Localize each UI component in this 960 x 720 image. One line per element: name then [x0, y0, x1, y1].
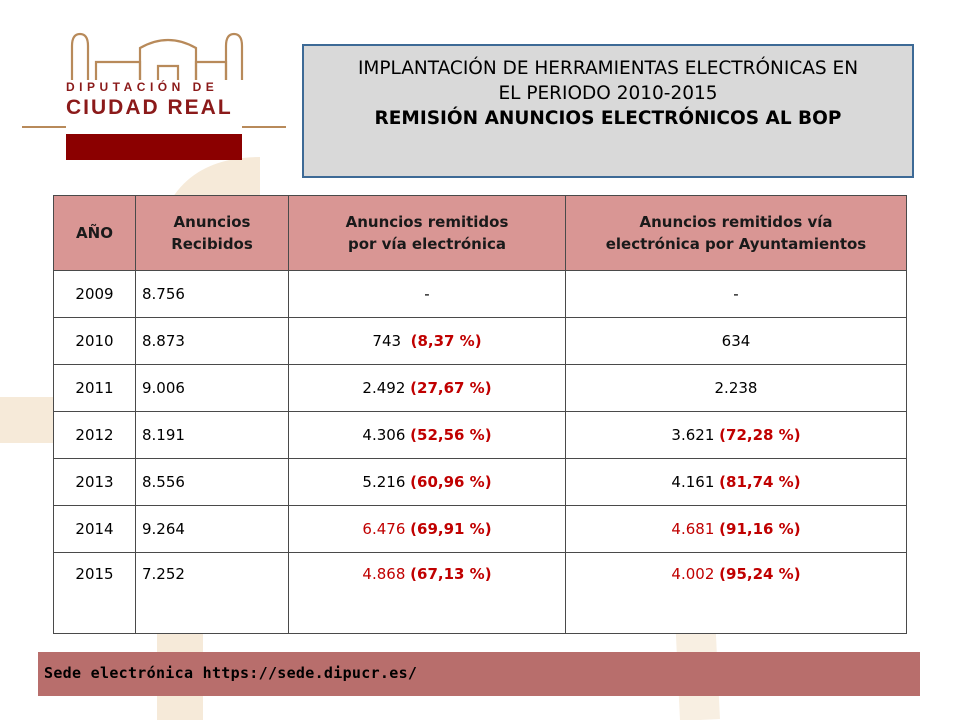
cell-received: 8.756 — [135, 270, 289, 318]
cell-year: 2015 — [53, 552, 136, 634]
ayt-percent: (91,16 %) — [719, 520, 801, 538]
cell-year: 2010 — [53, 317, 136, 365]
header-ayuntamientos-line2: electrónica por Ayuntamientos — [605, 235, 867, 253]
header-remitted: Anuncios remitidos por vía electrónica — [288, 195, 566, 271]
header-year-label: AÑO — [76, 224, 113, 242]
header-remitted-line2: por vía electrónica — [347, 235, 506, 253]
cell-ayuntamientos: 634 — [565, 317, 907, 365]
cell-remitted: 6.476 (69,91 %) — [288, 505, 566, 553]
header-received: Anuncios Recibidos — [135, 195, 289, 271]
cell-year: 2014 — [53, 505, 136, 553]
cell-remitted: 2.492 (27,67 %) — [288, 364, 566, 412]
table-row: 2011 9.006 2.492 (27,67 %) 2.238 — [53, 364, 907, 412]
logo-rule-left — [22, 126, 66, 128]
cell-ayuntamientos: 4.161 (81,74 %) — [565, 458, 907, 506]
remitted-number: 743 — [372, 332, 402, 350]
table-row: 2015 7.252 4.868 (67,13 %) 4.002 (95,24 … — [53, 552, 907, 634]
cell-received: 9.006 — [135, 364, 289, 412]
remitted-percent: (67,13 %) — [410, 565, 492, 583]
ayt-percent: (72,28 %) — [719, 426, 801, 444]
header-received-line1: Anuncios — [173, 213, 251, 231]
ayt-number: 4.161 — [671, 473, 715, 491]
remitted-percent: (52,56 %) — [410, 426, 492, 444]
cell-received: 7.252 — [135, 552, 289, 634]
remitted-percent: (27,67 %) — [410, 379, 492, 397]
remitted-number: 2.492 — [362, 379, 406, 397]
ayt-number: 2.238 — [714, 379, 758, 397]
cell-remitted: 743 (8,37 %) — [288, 317, 566, 365]
remitted-number: 4.868 — [362, 565, 406, 583]
logo-line1: DIPUTACIÓN DE — [66, 80, 219, 94]
table-row: 2012 8.191 4.306 (52,56 %) 3.621 (72,28 … — [53, 411, 907, 459]
cell-received: 8.191 — [135, 411, 289, 459]
ayt-number: - — [733, 285, 739, 303]
logo-rule-right — [242, 126, 286, 128]
title-line2: EL PERIODO 2010-2015 — [498, 83, 718, 104]
cell-ayuntamientos: 2.238 — [565, 364, 907, 412]
cell-ayuntamientos: 3.621 (72,28 %) — [565, 411, 907, 459]
announcements-table: AÑO Anuncios Recibidos Anuncios remitido… — [53, 195, 907, 634]
remitted-percent: (60,96 %) — [410, 473, 492, 491]
remitted-percent: (69,91 %) — [410, 520, 492, 538]
title-line1: IMPLANTACIÓN DE HERRAMIENTAS ELECTRÓNICA… — [357, 58, 859, 79]
building-emblem-icon — [70, 32, 244, 80]
title-line3: REMISIÓN ANUNCIOS ELECTRÓNICOS AL BOP — [374, 108, 842, 129]
header-remitted-line1: Anuncios remitidos — [345, 213, 509, 231]
ayt-number: 4.681 — [671, 520, 715, 538]
remitted-percent: (8,37 %) — [410, 332, 482, 350]
cell-year: 2013 — [53, 458, 136, 506]
cell-ayuntamientos: - — [565, 270, 907, 318]
remitted-number: 5.216 — [362, 473, 406, 491]
cell-remitted: 4.868 (67,13 %) — [288, 552, 566, 634]
cell-year: 2011 — [53, 364, 136, 412]
logo-bar — [66, 134, 242, 160]
ayt-percent: (81,74 %) — [719, 473, 801, 491]
logo-wordmark: DIPUTACIÓN DE CIUDAD REAL — [66, 80, 246, 120]
table-row: 2013 8.556 5.216 (60,96 %) 4.161 (81,74 … — [53, 458, 907, 506]
cell-remitted: 5.216 (60,96 %) — [288, 458, 566, 506]
ayt-number: 3.621 — [671, 426, 715, 444]
cell-ayuntamientos: 4.002 (95,24 %) — [565, 552, 907, 634]
table-header-row: AÑO Anuncios Recibidos Anuncios remitido… — [53, 195, 907, 271]
cell-received: 9.264 — [135, 505, 289, 553]
cell-received: 8.556 — [135, 458, 289, 506]
header-received-line2: Recibidos — [171, 235, 253, 253]
remitted-number: - — [424, 285, 430, 303]
header-ayuntamientos: Anuncios remitidos vía electrónica por A… — [565, 195, 907, 271]
header-ayuntamientos-line1: Anuncios remitidos vía — [639, 213, 833, 231]
footer-bar: Sede electrónica https://sede.dipucr.es/ — [38, 652, 920, 696]
table-row: 2009 8.756 - - — [53, 270, 907, 318]
logo: DIPUTACIÓN DE CIUDAD REAL — [20, 28, 290, 168]
cell-remitted: 4.306 (52,56 %) — [288, 411, 566, 459]
logo-line2: CIUDAD REAL — [66, 96, 233, 119]
cell-year: 2012 — [53, 411, 136, 459]
footer-text: Sede electrónica https://sede.dipucr.es/ — [44, 664, 418, 682]
table-row: 2014 9.264 6.476 (69,91 %) 4.681 (91,16 … — [53, 505, 907, 553]
cell-year: 2009 — [53, 270, 136, 318]
cell-ayuntamientos: 4.681 (91,16 %) — [565, 505, 907, 553]
ayt-number: 4.002 — [671, 565, 715, 583]
title-box: IMPLANTACIÓN DE HERRAMIENTAS ELECTRÓNICA… — [302, 44, 914, 178]
table-row: 2010 8.873 743 (8,37 %) 634 — [53, 317, 907, 365]
cell-remitted: - — [288, 270, 566, 318]
remitted-number: 6.476 — [362, 520, 406, 538]
ayt-number: 634 — [721, 332, 751, 350]
header-year: AÑO — [53, 195, 136, 271]
remitted-number: 4.306 — [362, 426, 406, 444]
cell-received: 8.873 — [135, 317, 289, 365]
ayt-percent: (95,24 %) — [719, 565, 801, 583]
